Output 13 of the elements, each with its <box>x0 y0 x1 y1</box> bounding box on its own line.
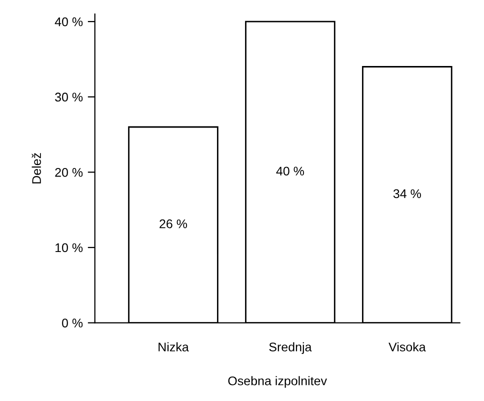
x-tick-label: Srednja <box>269 342 312 354</box>
y-tick-label: 30 % <box>55 92 83 102</box>
y-tick-label: 40 % <box>54 17 83 26</box>
x-tick-label: Nizka <box>158 342 189 352</box>
data-label: 26 % <box>160 219 188 228</box>
x-tick-label: Visoka <box>388 342 426 352</box>
data-label: 40 % <box>276 166 304 176</box>
y-axis-title: Delež <box>32 153 41 184</box>
y-tick-label: 0 % <box>62 318 83 328</box>
data-label: 34 % <box>393 189 421 198</box>
y-tick-label: 10 % <box>56 243 83 252</box>
x-axis-title: Osebna izpolnitev <box>228 376 327 388</box>
y-tick-label: 20 % <box>55 168 83 177</box>
